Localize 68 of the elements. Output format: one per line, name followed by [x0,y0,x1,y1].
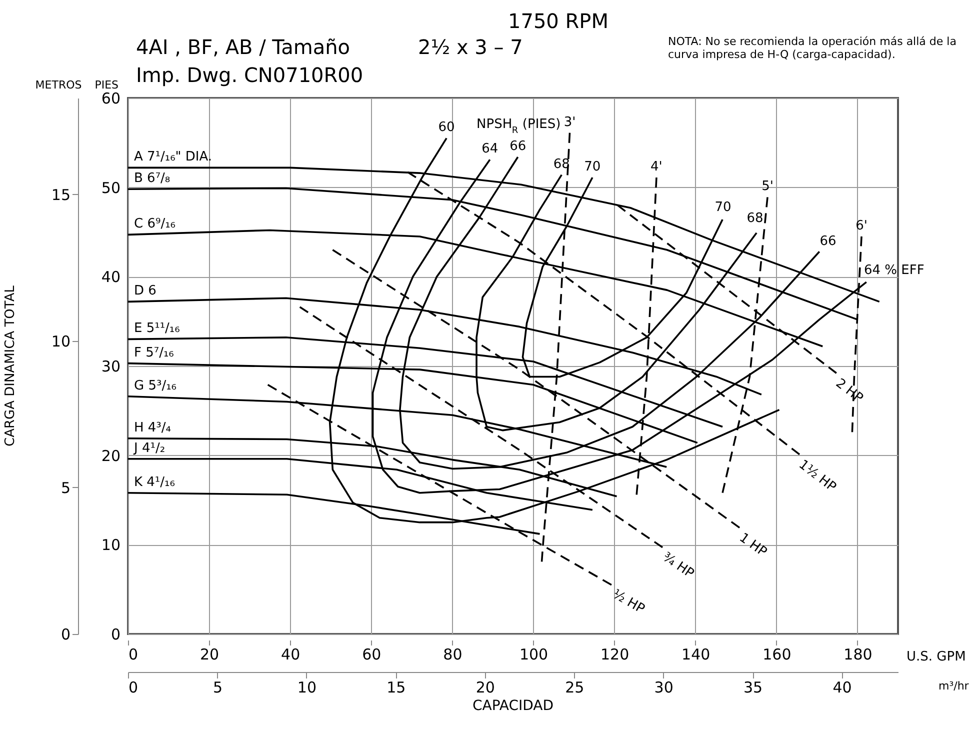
series-label: 68 [553,156,570,172]
x-tick-label: 20 [200,646,220,664]
annotation: 70 [714,200,732,215]
x2-tick-label: 40 [832,678,852,696]
series-label: H 4³/₄ [134,420,171,436]
text: CARGA DINAMICA TOTAL [3,284,18,446]
text: 1½ HP [796,457,839,496]
x2-tick-label: 15 [386,678,406,696]
x2-axis-title: m³/hr [938,680,970,692]
x2-tick-label: 5 [212,678,222,696]
text: 1 HP [736,530,770,560]
x2-tick-label: 35 [744,678,763,696]
series-label: 6' [856,218,868,234]
x-tick-label: 100 [519,646,548,664]
x-axis-title: U.S. GPM [906,650,966,664]
text: ½ HP [610,586,648,618]
y-axis-title: PIES [94,78,119,92]
series-label: J 4¹/₂ [133,440,166,456]
y-tick-label: 50 [101,178,120,197]
x-tick-label: 180 [844,646,872,664]
annotation: 68 [746,211,764,226]
x-tick-label: 60 [362,646,382,664]
y-tick-label: 0 [110,626,120,644]
series-label: 64 [482,142,498,157]
text: CAPACIDAD [472,698,554,714]
series-label: C 6⁹/₁₆ [134,216,176,232]
y-tick-label: 60 [101,90,120,108]
series-label: E 5¹¹/₁₆ [134,321,180,336]
series-label: F 5⁷/₁₆ [134,345,174,360]
x-tick-label: 80 [443,646,462,664]
series-label: A 7¹/₁₆" DIA. [134,150,212,165]
x-tick-label: 0 [128,646,138,664]
y-tick-label: 20 [101,446,120,465]
series-label: B 6⁷/₈ [134,171,170,186]
x2-tick-label: 20 [476,678,495,696]
series-label: 70 [584,160,601,175]
y-tick-label: 40 [101,268,120,286]
y-tick-label: 10 [101,536,120,554]
series-label: G 5³/₁₆ [134,378,176,394]
y-tick-label: 30 [101,358,120,376]
y2-tick-label: 5 [60,478,70,497]
y2-tick-label: 15 [51,186,70,204]
x-tick-label: 40 [281,646,300,664]
x2-tick-label: 10 [297,678,316,696]
series-label: 3' [564,114,576,130]
y2-axis-title: METROS [35,78,82,92]
series-label: D 6 [134,284,156,299]
series-label: K 4¹/₁₆ [134,474,175,490]
series-label: 60 [438,120,455,136]
text: 2½ x 3 – 7 [418,35,523,59]
x-tick-label: 120 [600,646,630,664]
y2-tick-label: 10 [51,332,70,350]
series-label: 66 [820,234,836,249]
x2-tick-label: 0 [128,678,138,696]
series-label: 5' [762,179,774,194]
annotation: 64 % EFF [864,263,924,278]
text: Imp. Dwg. CN0710R00 [136,63,364,87]
text: 1750 RPM [508,9,608,33]
x2-tick-label: 25 [565,678,584,696]
x2-tick-label: 30 [654,678,674,696]
annotation: 66 [510,138,526,154]
text: ¾ HP [660,550,697,582]
text: 4AI , BF, AB / Tamaño [136,35,350,59]
y2-tick-label: 0 [60,626,70,644]
text: NOTA: No se recomienda la operación más allá de la curva impresa de H-Q (carga-capacidad). [668,35,956,61]
series-label: 4' [650,160,662,175]
x-tick-label: 140 [682,646,710,664]
x-tick-label: 160 [762,646,792,664]
